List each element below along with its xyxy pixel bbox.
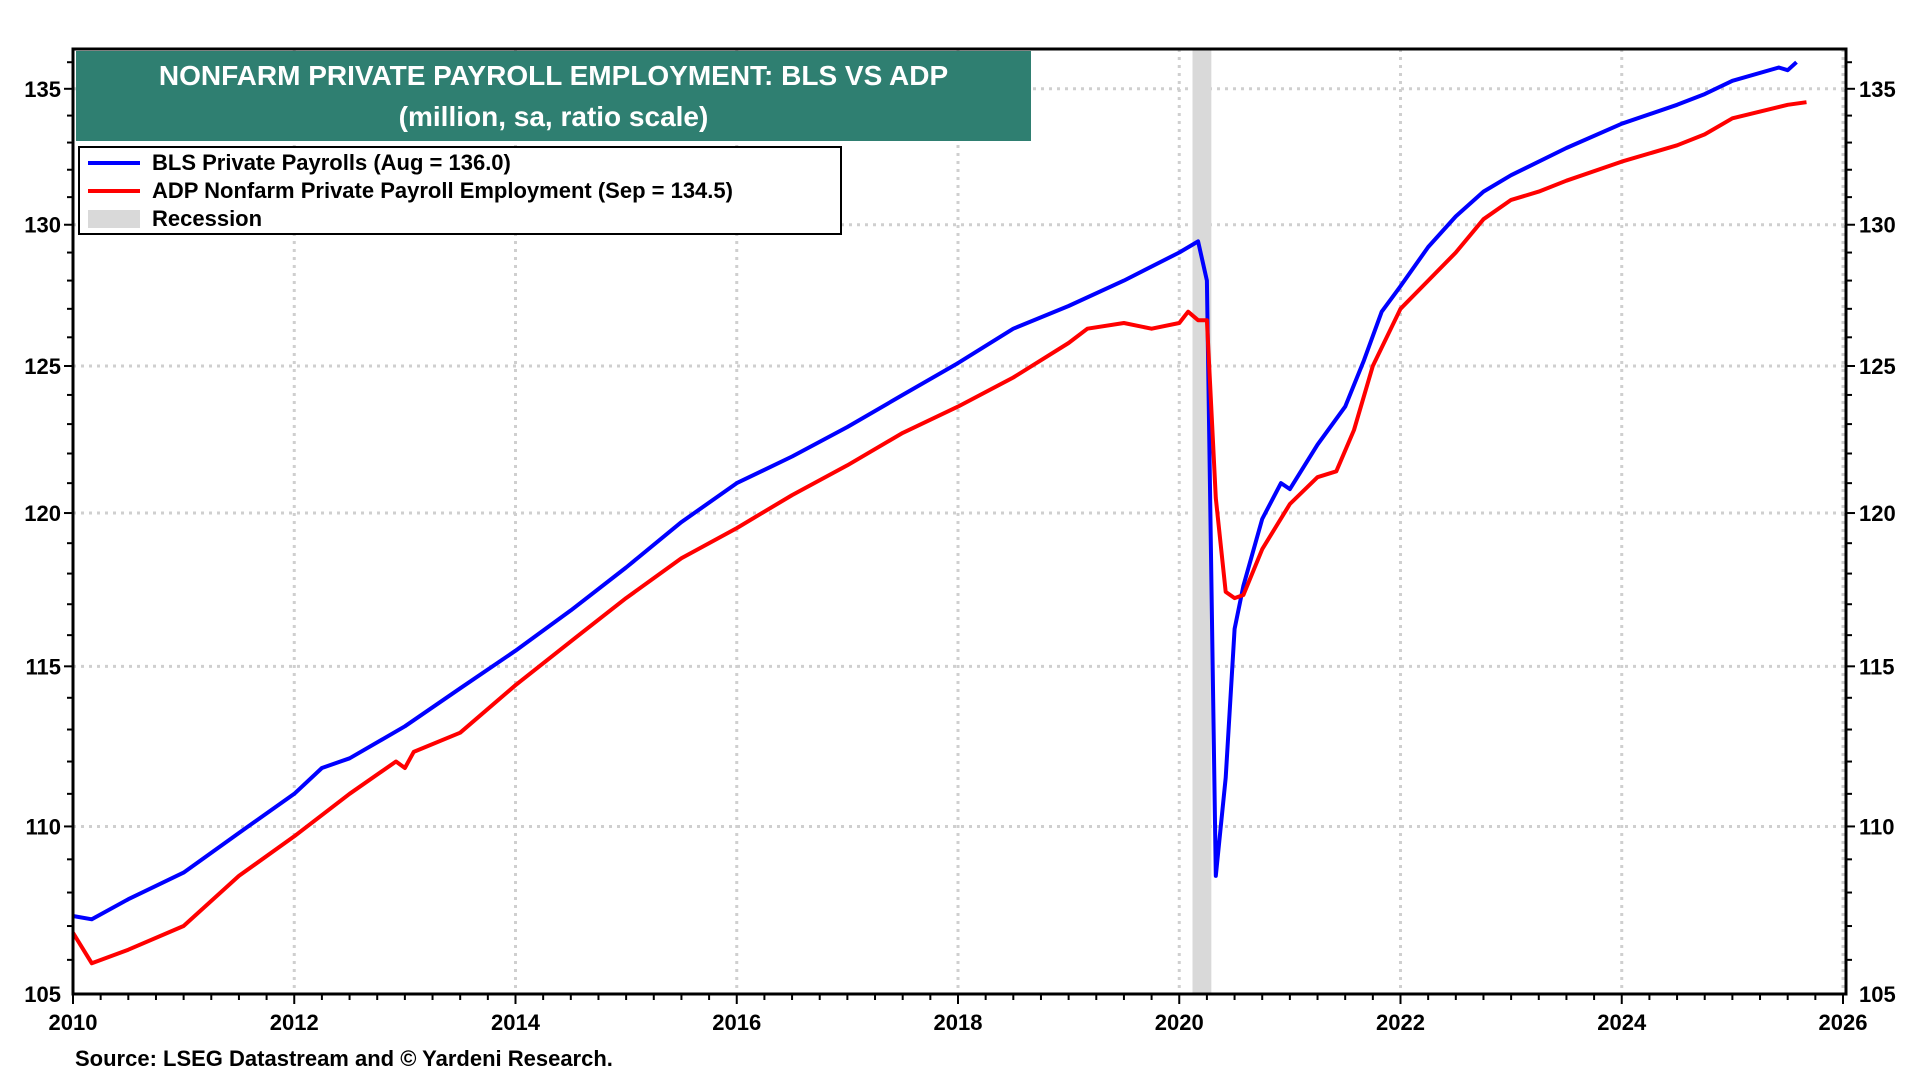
x-tick-label: 2024 <box>1597 1010 1647 1035</box>
y-tick-label-right: 135 <box>1859 77 1896 102</box>
y-tick-label-left: 110 <box>26 814 62 839</box>
y-tick-label-left: 115 <box>26 654 62 679</box>
series-lines <box>71 60 1807 966</box>
legend-label: Recession <box>152 205 263 231</box>
plot-frame <box>71 47 1848 996</box>
adp-series-line <box>71 100 1807 966</box>
chart-title: NONFARM PRIVATE PAYROLL EMPLOYMENT: BLS … <box>158 60 949 91</box>
source-note: Source: LSEG Datastream and © Yardeni Re… <box>75 1046 613 1071</box>
y-tick-label-right: 125 <box>1859 354 1896 379</box>
x-tick-label: 2022 <box>1376 1010 1425 1035</box>
legend: BLS Private Payrolls (Aug = 136.0) ADP N… <box>78 146 842 235</box>
bls-series-line <box>72 60 1798 922</box>
legend-item-adp: ADP Nonfarm Private Payroll Employment (… <box>88 177 733 204</box>
legend-item-recession: Recession <box>88 205 262 232</box>
x-tick-label: 2026 <box>1819 1010 1868 1035</box>
y-tick-label-right: 130 <box>1859 213 1896 238</box>
y-tick-label-left: 105 <box>24 982 61 1007</box>
x-tick-label: 2012 <box>270 1010 319 1035</box>
legend-label: BLS Private Payrolls (Aug = 136.0) <box>152 149 511 175</box>
x-tick-label: 2014 <box>491 1010 541 1035</box>
chart-subtitle: (million, sa, ratio scale) <box>398 101 709 132</box>
legend-swatch-red <box>88 188 140 193</box>
x-tick-label: 2016 <box>712 1010 761 1035</box>
y-tick-label-left: 130 <box>24 213 61 238</box>
x-tick-label: 2018 <box>934 1010 983 1035</box>
y-tick-label-left: 125 <box>24 354 61 379</box>
legend-label: ADP Nonfarm Private Payroll Employment (… <box>152 177 733 203</box>
x-tick-label: 2020 <box>1155 1010 1204 1035</box>
y-tick-label-right: 120 <box>1859 501 1896 526</box>
y-tick-label-right: 110 <box>1859 814 1895 839</box>
y-tick-label-left: 120 <box>24 501 61 526</box>
y-tick-label-right: 105 <box>1859 982 1896 1007</box>
chart-title-box: NONFARM PRIVATE PAYROLL EMPLOYMENT: BLS … <box>76 51 1031 141</box>
legend-item-bls: BLS Private Payrolls (Aug = 136.0) <box>88 149 511 176</box>
x-tick-label: 2010 <box>49 1010 98 1035</box>
y-tick-label-right: 115 <box>1859 654 1895 679</box>
legend-swatch-blue <box>88 160 140 165</box>
legend-swatch-gray <box>88 209 140 228</box>
axes: 105 105 110 110 115 115 120 120 125 125 130 130 135 1… <box>24 47 1896 1035</box>
y-tick-label-left: 135 <box>24 77 61 102</box>
